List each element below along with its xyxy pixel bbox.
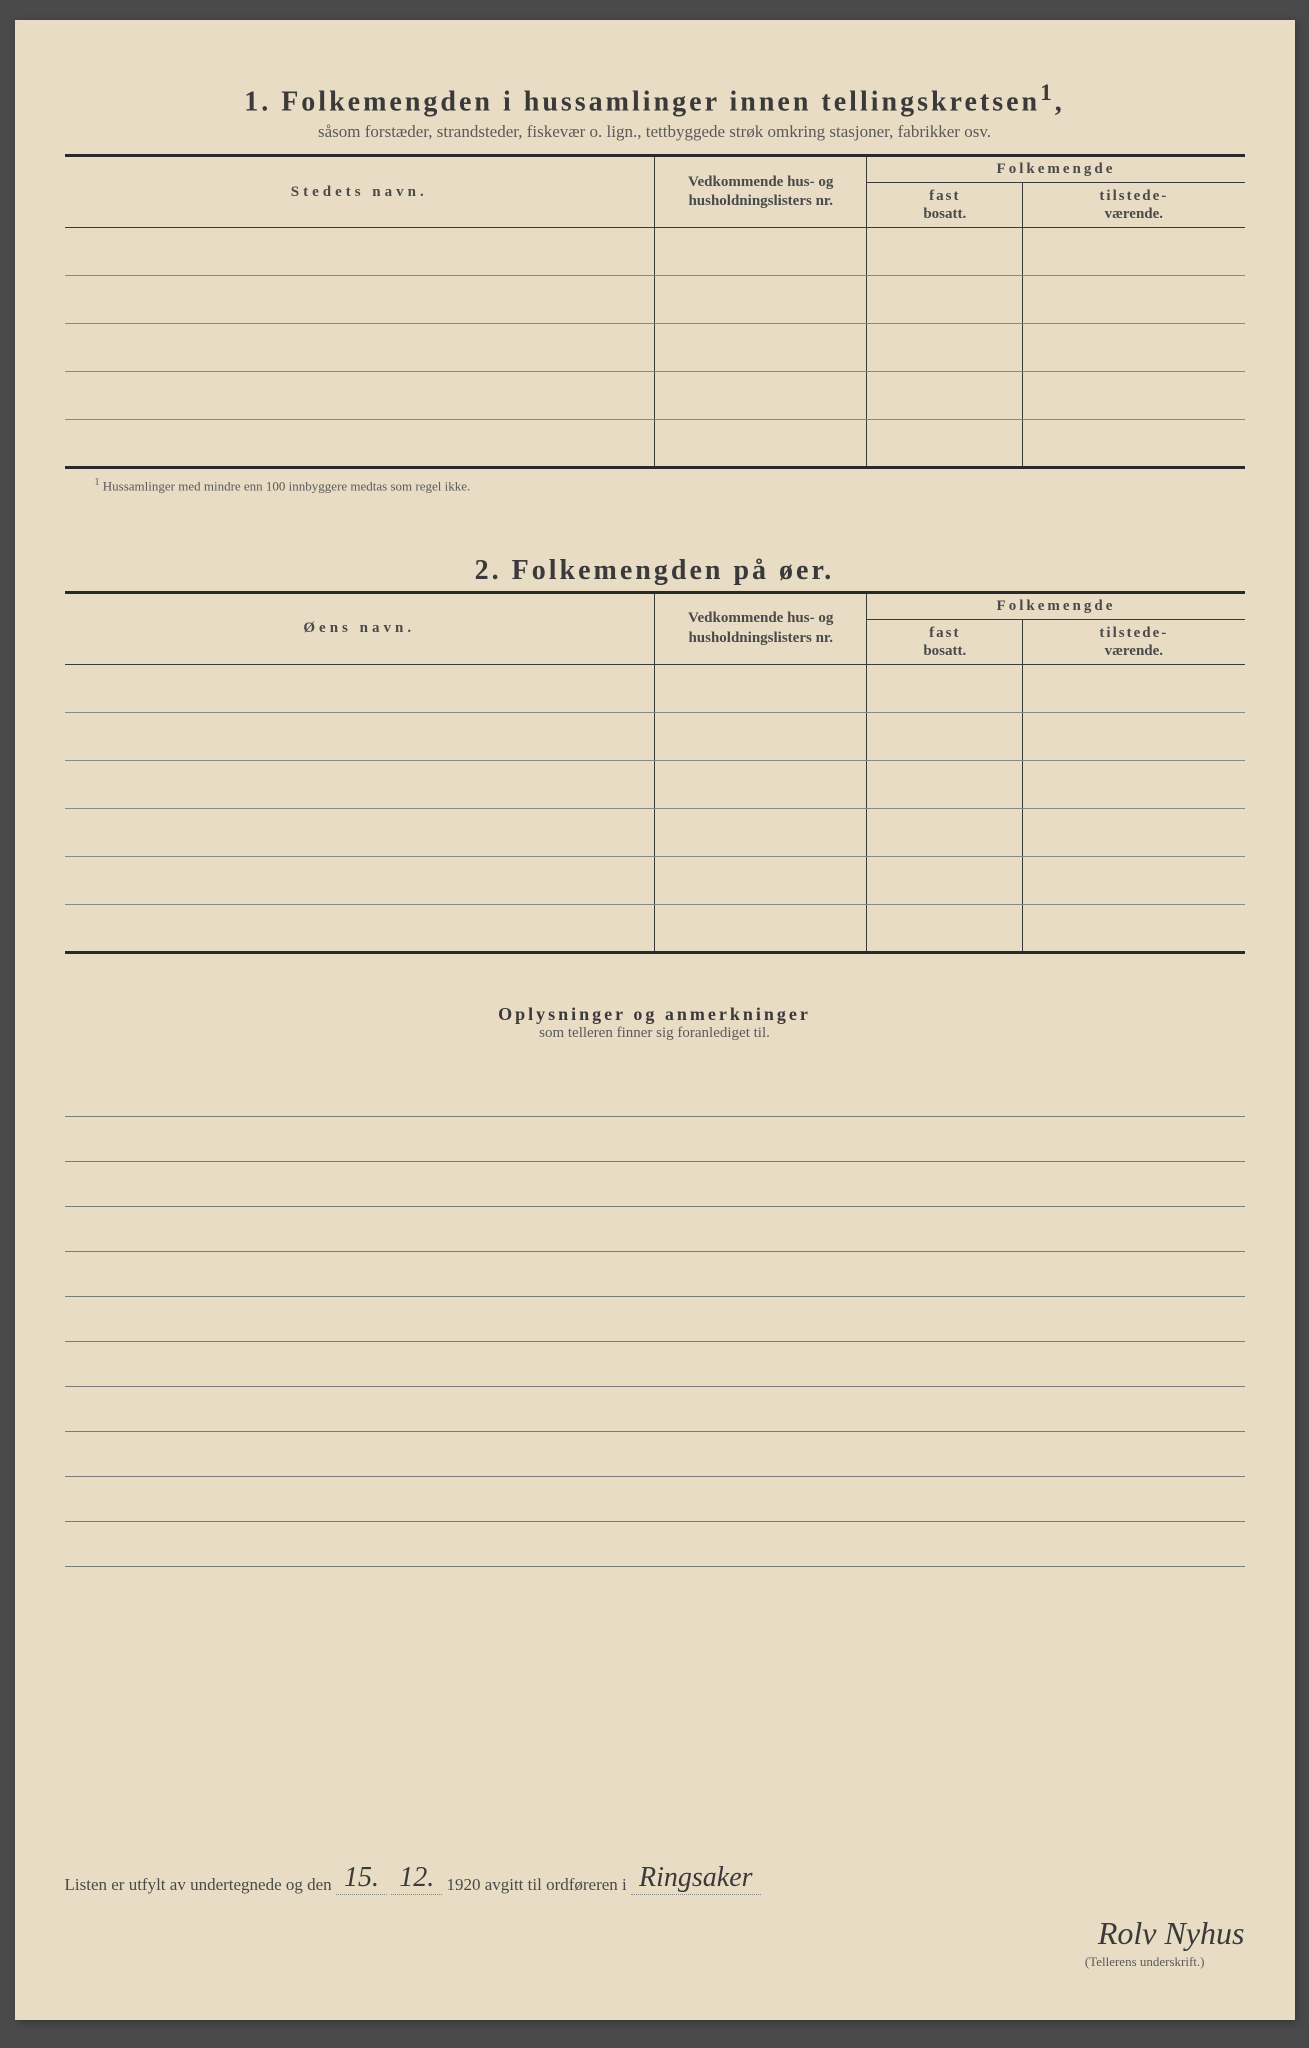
table-row bbox=[65, 904, 1245, 952]
signature-label: (Tellerens underskrift.) bbox=[65, 1954, 1245, 1970]
footer-day: 15. bbox=[336, 1862, 387, 1895]
ruled-line bbox=[65, 1117, 1245, 1162]
section-2-title: 2. Folkemengden på øer. bbox=[65, 555, 1245, 587]
section-2-title-text: Folkemengden på øer. bbox=[512, 555, 835, 586]
ruled-line bbox=[65, 1342, 1245, 1387]
col2-header-folk: Folkemengde bbox=[867, 592, 1245, 619]
footer-section: Listen er utfylt av undertegnede og den … bbox=[65, 1862, 1245, 1970]
table-row bbox=[65, 372, 1245, 420]
section-1-superscript: 1 bbox=[1040, 80, 1055, 106]
section-2: 2. Folkemengden på øer. Øens navn. Vedko… bbox=[65, 555, 1245, 954]
remarks-title: Oplysninger og anmerkninger bbox=[65, 1004, 1245, 1025]
remarks-subtitle: som telleren finner sig foranlediget til… bbox=[65, 1025, 1245, 1042]
footer-place: Ringsaker bbox=[631, 1862, 761, 1895]
footnote-text: Hussamlinger med mindre enn 100 innbygge… bbox=[103, 479, 471, 494]
col2-header-lists: Vedkommende hus- og husholdningslisters … bbox=[655, 592, 867, 664]
ruled-line bbox=[65, 1252, 1245, 1297]
table-row bbox=[65, 808, 1245, 856]
table-1-body bbox=[65, 228, 1245, 468]
table-row bbox=[65, 664, 1245, 712]
table-2-body bbox=[65, 664, 1245, 952]
table-2: Øens navn. Vedkommende hus- og husholdni… bbox=[65, 591, 1245, 954]
document-page: 1. Folkemengden i hussamlinger innen tel… bbox=[15, 20, 1295, 2020]
col-tilstede-bold: tilstede- bbox=[1099, 188, 1168, 204]
ruled-line bbox=[65, 1207, 1245, 1252]
ruled-line bbox=[65, 1387, 1245, 1432]
table-row bbox=[65, 420, 1245, 468]
section-2-number: 2. bbox=[475, 555, 502, 586]
ruled-line bbox=[65, 1297, 1245, 1342]
ruled-line bbox=[65, 1162, 1245, 1207]
footnote-num: 1 bbox=[95, 477, 100, 488]
col2-header-tilstede: tilstede- værende. bbox=[1023, 619, 1245, 664]
section-1-number: 1. bbox=[244, 86, 271, 117]
table-row bbox=[65, 856, 1245, 904]
signature-line: Rolv Nyhus bbox=[65, 1915, 1245, 1952]
table-row bbox=[65, 276, 1245, 324]
col2-header-fast: fast bosatt. bbox=[867, 619, 1023, 664]
section-1-subtitle: såsom forstæder, strandsteder, fiskevær … bbox=[65, 122, 1245, 142]
ruled-lines bbox=[65, 1072, 1245, 1567]
section-1-title: 1. Folkemengden i hussamlinger innen tel… bbox=[65, 80, 1245, 118]
table-1: Stedets navn. Vedkommende hus- og hushol… bbox=[65, 154, 1245, 469]
footer-year: 1920 bbox=[446, 1875, 480, 1895]
ruled-line bbox=[65, 1432, 1245, 1477]
col2-fast-sub: bosatt. bbox=[923, 643, 966, 659]
ruled-line bbox=[65, 1477, 1245, 1522]
table-row bbox=[65, 228, 1245, 276]
footer-prefix: Listen er utfylt av undertegnede og den bbox=[65, 1875, 332, 1895]
col-header-tilstede: tilstede- værende. bbox=[1023, 183, 1245, 228]
footer-month: 12. bbox=[391, 1862, 442, 1895]
footer-middle: avgitt til ordføreren i bbox=[485, 1875, 627, 1895]
remarks-section: Oplysninger og anmerkninger som telleren… bbox=[65, 1004, 1245, 1567]
footnote-1: 1 Hussamlinger med mindre enn 100 innbyg… bbox=[95, 477, 1245, 494]
section-1-title-text: Folkemengden i hussamlinger innen tellin… bbox=[281, 86, 1040, 117]
col-fast-bold: fast bbox=[929, 188, 960, 204]
footer-text: Listen er utfylt av undertegnede og den … bbox=[65, 1862, 1245, 1895]
col-header-name: Stedets navn. bbox=[65, 156, 655, 228]
col2-fast-bold: fast bbox=[929, 625, 960, 641]
col2-tilstede-bold: tilstede- bbox=[1099, 625, 1168, 641]
table-row bbox=[65, 760, 1245, 808]
col-header-folk: Folkemengde bbox=[867, 156, 1245, 183]
col-tilstede-sub: værende. bbox=[1105, 206, 1163, 222]
ruled-line bbox=[65, 1072, 1245, 1117]
table-row bbox=[65, 712, 1245, 760]
col2-tilstede-sub: værende. bbox=[1105, 643, 1163, 659]
col-fast-sub: bosatt. bbox=[923, 206, 966, 222]
signature: Rolv Nyhus bbox=[1098, 1915, 1245, 1951]
table-row bbox=[65, 324, 1245, 372]
ruled-line bbox=[65, 1522, 1245, 1567]
col2-header-name: Øens navn. bbox=[65, 592, 655, 664]
col-header-lists: Vedkommende hus- og husholdningslisters … bbox=[655, 156, 867, 228]
section-1: 1. Folkemengden i hussamlinger innen tel… bbox=[65, 80, 1245, 495]
col-header-fast: fast bosatt. bbox=[867, 183, 1023, 228]
